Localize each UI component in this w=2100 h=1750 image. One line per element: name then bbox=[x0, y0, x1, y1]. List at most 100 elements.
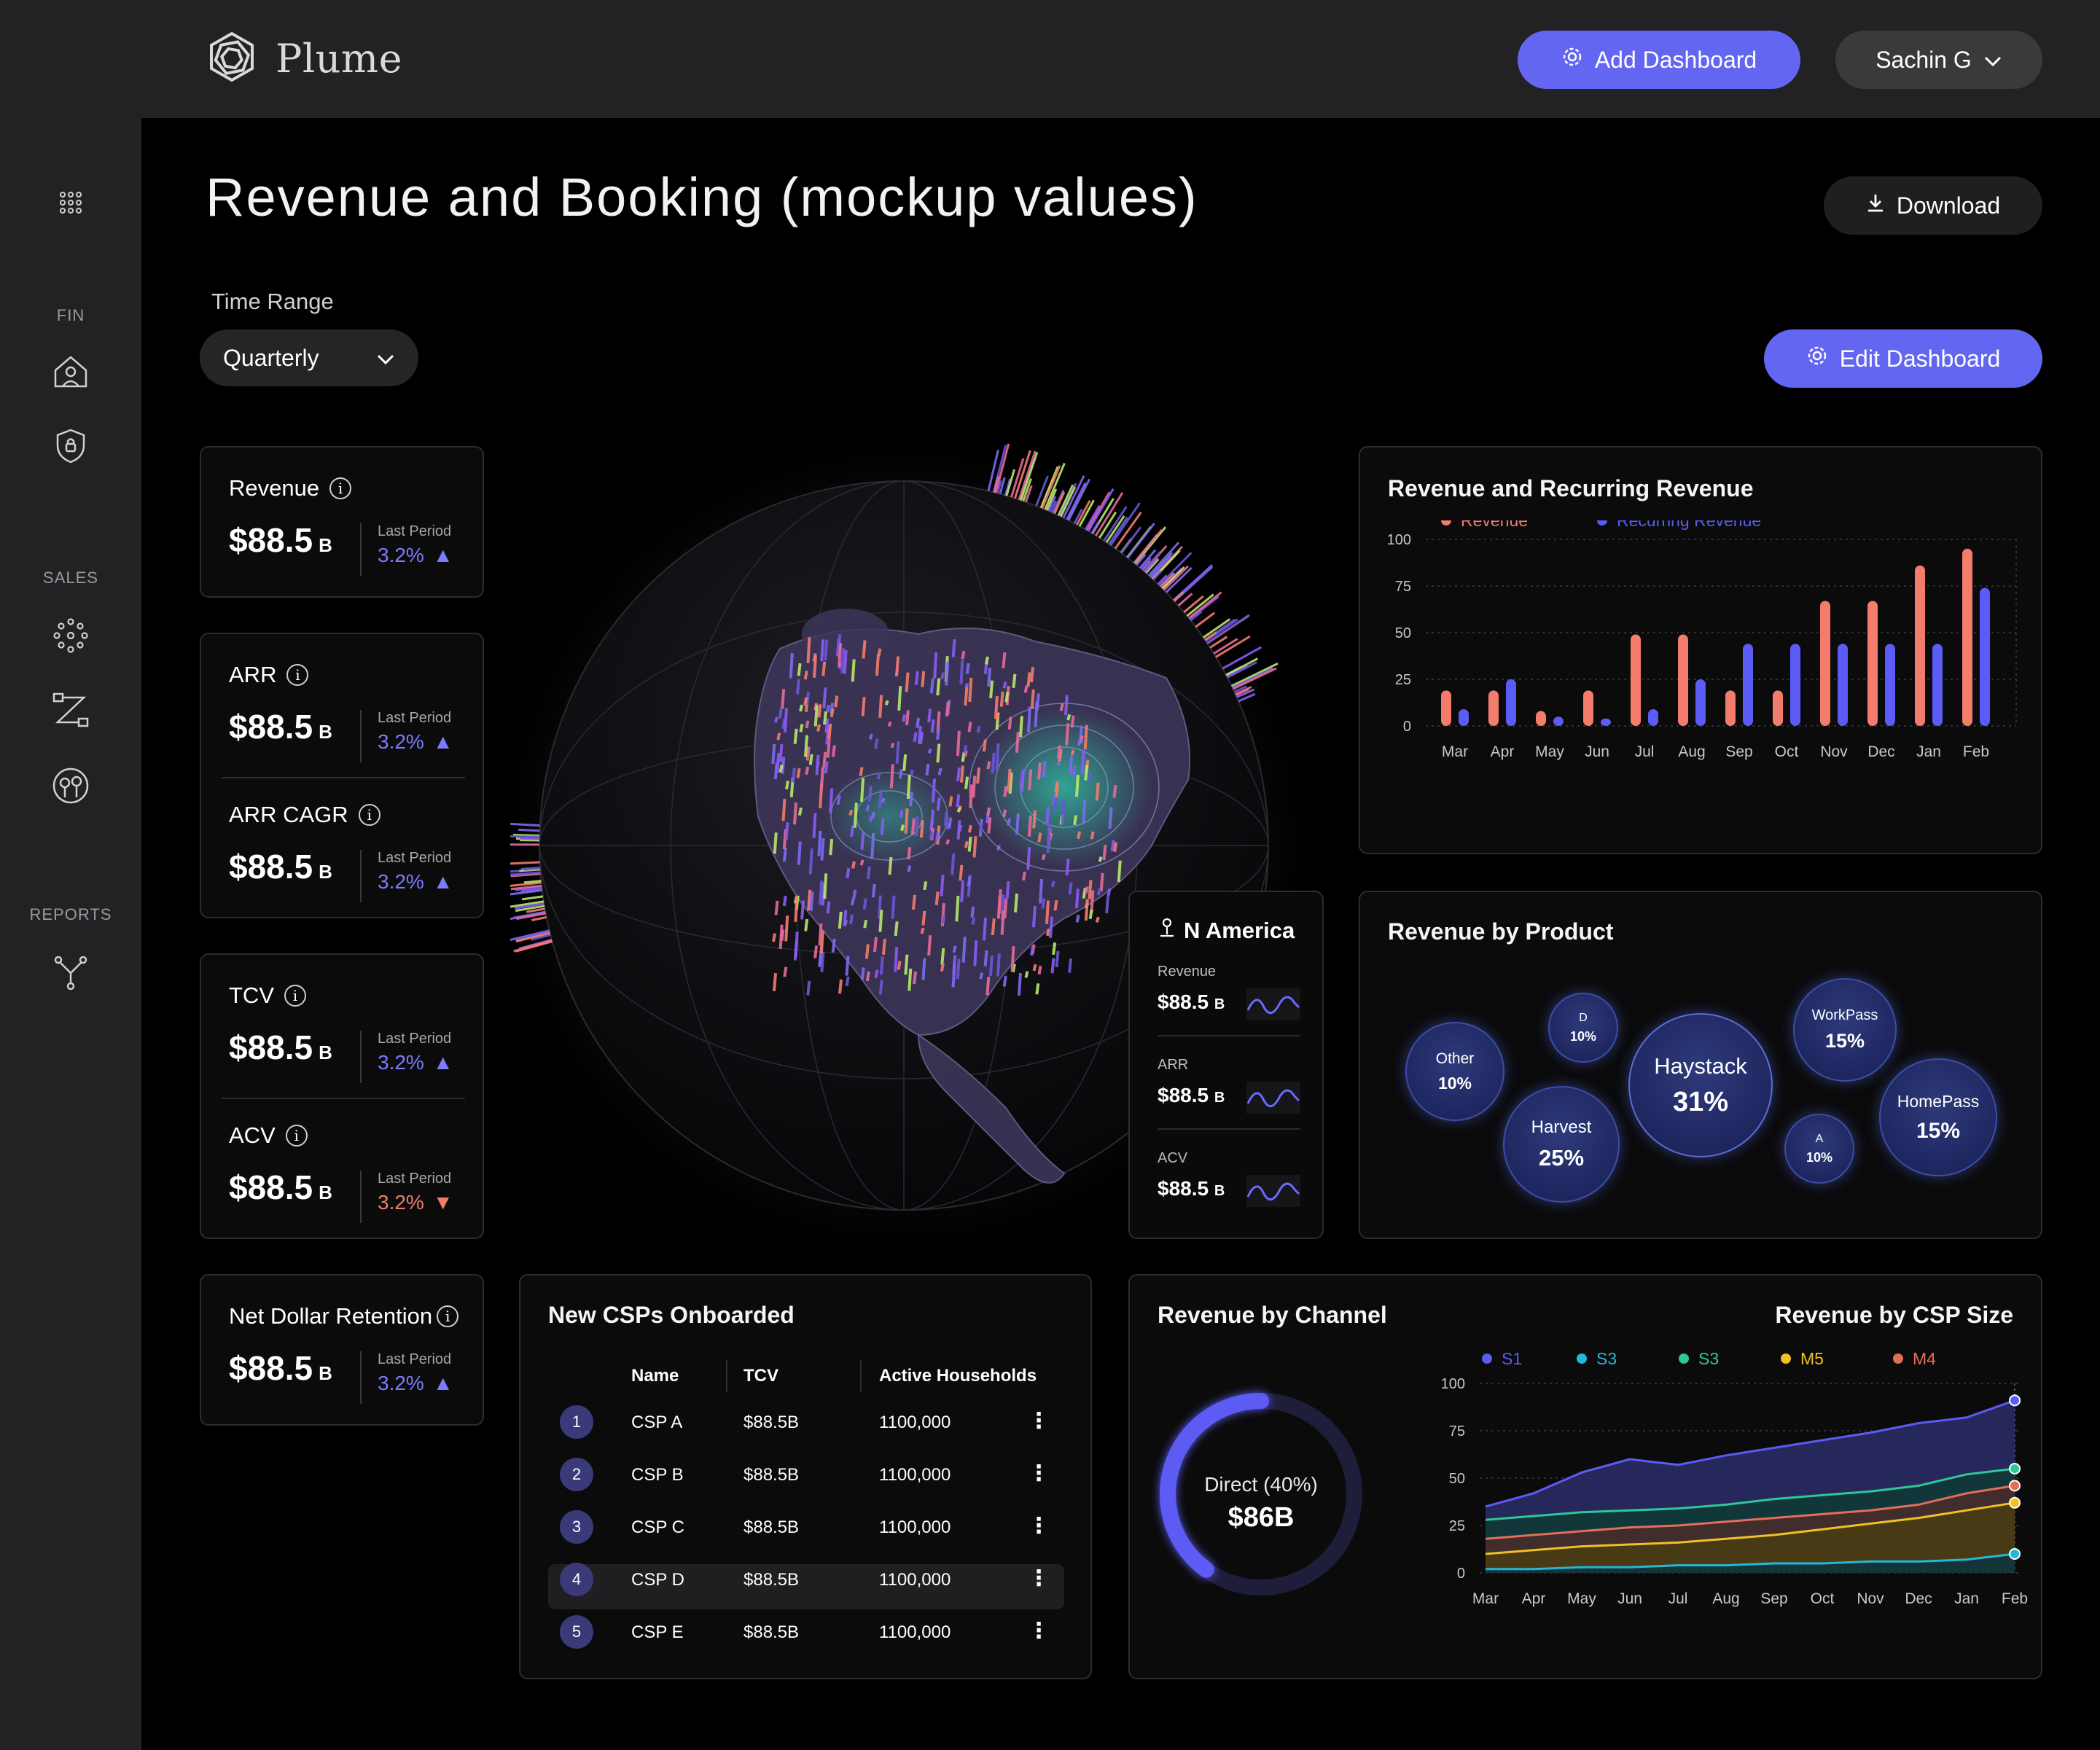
csp-name[interactable]: CSP E bbox=[631, 1622, 684, 1642]
more-options-icon[interactable]: ⋮ bbox=[1028, 1409, 1050, 1433]
bar-recurring-revenue[interactable] bbox=[1601, 718, 1611, 726]
csp-name[interactable]: CSP D bbox=[631, 1570, 684, 1590]
csp-name[interactable]: CSP C bbox=[631, 1517, 684, 1537]
download-button[interactable]: Download bbox=[1824, 176, 2042, 235]
revenue-by-product-card[interactable]: Revenue by Product Other 10% D 10% Harve… bbox=[1359, 891, 2042, 1239]
bar-recurring-revenue[interactable] bbox=[1790, 644, 1800, 726]
data-spike bbox=[804, 735, 808, 757]
data-spike bbox=[1004, 478, 1012, 496]
data-spike bbox=[919, 820, 924, 838]
info-icon[interactable]: i bbox=[329, 477, 352, 499]
more-options-icon[interactable]: ⋮ bbox=[1028, 1461, 1050, 1485]
product-bubble[interactable]: Other 10% bbox=[1405, 1022, 1504, 1121]
data-spike bbox=[1037, 832, 1042, 843]
network-dots-icon[interactable] bbox=[49, 614, 93, 657]
product-bubble[interactable]: A 10% bbox=[1784, 1114, 1854, 1184]
column-header-tcv[interactable]: TCV bbox=[743, 1366, 778, 1386]
more-options-icon[interactable]: ⋮ bbox=[1028, 1514, 1050, 1538]
product-bubble[interactable]: Haystack 31% bbox=[1628, 1013, 1773, 1157]
revenue-recurring-chart-card[interactable]: Revenue and Recurring Revenue Revenue Rec… bbox=[1359, 446, 2042, 854]
series-line[interactable] bbox=[1485, 1399, 2015, 1508]
reports-branch-icon[interactable] bbox=[49, 950, 93, 994]
product-bubble[interactable]: Harvest 25% bbox=[1503, 1086, 1620, 1203]
kpi-card-arr[interactable]: ARR i $88.5 B Last Period 3.2% ▲ ARR CAGR … bbox=[200, 633, 484, 918]
edit-dashboard-button[interactable]: Edit Dashboard bbox=[1764, 329, 2042, 388]
column-header-name[interactable]: Name bbox=[631, 1366, 679, 1386]
data-spike bbox=[819, 930, 824, 954]
bar-recurring-revenue[interactable] bbox=[1980, 587, 1990, 726]
workflow-icon[interactable] bbox=[49, 688, 93, 732]
product-bubble[interactable]: HomePass 15% bbox=[1879, 1058, 1997, 1176]
bar-recurring-revenue[interactable] bbox=[1459, 708, 1469, 726]
bar-revenue[interactable] bbox=[1441, 690, 1451, 726]
bar-recurring-revenue[interactable] bbox=[1743, 644, 1753, 726]
csp-name[interactable]: CSP B bbox=[631, 1465, 684, 1485]
apps-grid-icon[interactable] bbox=[49, 181, 93, 224]
series-line[interactable] bbox=[1485, 1467, 2015, 1521]
data-spike bbox=[1079, 735, 1084, 743]
data-spike bbox=[516, 912, 547, 921]
region-card-n-america[interactable]: N America Revenue $88.5 B ARR $88.5 B AC… bbox=[1128, 891, 1324, 1239]
bar-recurring-revenue[interactable] bbox=[1932, 644, 1943, 726]
tree-circle-icon[interactable] bbox=[49, 764, 93, 808]
bubble-name: Other bbox=[1435, 1050, 1475, 1067]
data-spike bbox=[1077, 831, 1082, 840]
channel-donut[interactable]: Direct (40%) $86B bbox=[1152, 1385, 1370, 1603]
revenue-by-channel-card[interactable]: Revenue by Channel Revenue by CSP Size D… bbox=[1128, 1274, 2042, 1679]
data-spike bbox=[925, 763, 930, 776]
series-end-point[interactable] bbox=[2009, 1463, 2021, 1474]
bar-revenue[interactable] bbox=[1725, 690, 1736, 726]
bar-revenue[interactable] bbox=[1583, 690, 1593, 726]
bar-recurring-revenue[interactable] bbox=[1838, 644, 1848, 726]
kpi-card-revenue[interactable]: Revenue i $88.5 B Last Period 3.2% ▲ bbox=[200, 446, 484, 598]
new-csps-card[interactable]: New CSPs Onboarded Name TCV Active House… bbox=[519, 1274, 1092, 1679]
bar-revenue[interactable] bbox=[1820, 601, 1830, 726]
info-icon[interactable]: i bbox=[286, 664, 309, 686]
bar-revenue[interactable] bbox=[1867, 601, 1878, 726]
product-bubble[interactable]: WorkPass 15% bbox=[1793, 978, 1897, 1082]
chart-title: Revenue and Recurring Revenue bbox=[1388, 475, 1754, 501]
series-end-point[interactable] bbox=[2009, 1394, 2021, 1407]
data-spike bbox=[1018, 450, 1037, 501]
series-end-point[interactable] bbox=[2009, 1496, 2021, 1509]
info-icon[interactable]: i bbox=[358, 804, 380, 826]
more-options-icon[interactable]: ⋮ bbox=[1028, 1619, 1050, 1643]
bar-revenue[interactable] bbox=[1536, 711, 1546, 726]
bar-revenue[interactable] bbox=[1488, 690, 1499, 726]
bar-recurring-revenue[interactable] bbox=[1648, 708, 1658, 726]
info-icon[interactable]: i bbox=[285, 1125, 308, 1147]
info-icon[interactable]: i bbox=[437, 1305, 459, 1327]
series-line[interactable] bbox=[1486, 1552, 2015, 1571]
time-range-select[interactable]: Quarterly bbox=[200, 329, 418, 386]
bar-recurring-revenue[interactable] bbox=[1553, 716, 1564, 726]
csp-name[interactable]: CSP A bbox=[631, 1413, 683, 1432]
user-menu-button[interactable]: Sachin G bbox=[1835, 31, 2042, 89]
series-line[interactable] bbox=[1485, 1501, 2015, 1555]
bar-revenue[interactable] bbox=[1915, 565, 1925, 726]
data-spike bbox=[989, 680, 994, 699]
bar-recurring-revenue[interactable] bbox=[1885, 644, 1895, 726]
kpi-card-net-dollar-retention[interactable]: Net Dollar Retention i $88.5 B Last Perio… bbox=[200, 1274, 484, 1426]
bar-revenue[interactable] bbox=[1962, 548, 1972, 726]
bar-recurring-revenue[interactable] bbox=[1695, 679, 1706, 726]
bar-revenue[interactable] bbox=[1631, 634, 1641, 726]
bar-revenue[interactable] bbox=[1773, 690, 1783, 726]
product-bubble[interactable]: D 10% bbox=[1548, 993, 1618, 1063]
shield-lock-icon[interactable] bbox=[49, 424, 93, 468]
kpi-card-tcv[interactable]: TCV i $88.5 B Last Period 3.2% ▲ ACV i $88… bbox=[200, 953, 484, 1239]
column-header-active-households[interactable]: Active Households bbox=[879, 1366, 1037, 1386]
series-line[interactable] bbox=[1485, 1484, 2015, 1540]
data-spike bbox=[825, 724, 830, 745]
more-options-icon[interactable]: ⋮ bbox=[1028, 1566, 1050, 1590]
add-dashboard-button[interactable]: Add Dashboard bbox=[1518, 31, 1800, 89]
home-finance-icon[interactable] bbox=[49, 350, 93, 394]
bar-recurring-revenue[interactable] bbox=[1506, 679, 1516, 726]
data-spike bbox=[874, 969, 879, 978]
globe-map[interactable] bbox=[510, 437, 1312, 1276]
series-end-point[interactable] bbox=[2009, 1480, 2021, 1492]
series-end-point[interactable] bbox=[2009, 1548, 2021, 1560]
bar-revenue[interactable] bbox=[1678, 634, 1688, 726]
chart-bars bbox=[1441, 548, 1990, 726]
app-logo[interactable]: Plume bbox=[201, 28, 402, 89]
info-icon[interactable]: i bbox=[284, 985, 306, 1007]
